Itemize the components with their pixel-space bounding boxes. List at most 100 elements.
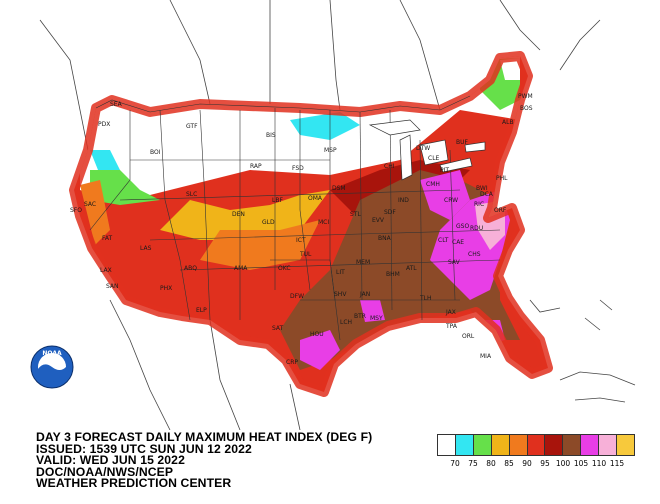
city-label-mci: MCI — [318, 219, 329, 226]
legend-swatches — [437, 434, 635, 456]
map-title-block: DAY 3 FORECAST DAILY MAXIMUM HEAT INDEX … — [36, 430, 416, 491]
city-label-bos: BOS — [520, 105, 533, 112]
city-label-sat: SAT — [272, 325, 284, 332]
city-label-orl: ORL — [462, 333, 475, 340]
title-line-5: WEATHER PREDICTION CENTER — [36, 476, 232, 491]
city-label-oma: OMA — [308, 195, 323, 202]
legend-swatch-5 — [527, 435, 546, 455]
city-label-tlh: TLH — [419, 295, 432, 302]
city-label-rap: RAP — [250, 163, 262, 170]
city-label-ama: AMA — [234, 265, 248, 272]
city-label-lbf: LBF — [272, 197, 283, 204]
legend-tick-100: 100 — [555, 459, 571, 468]
city-label-lit: LIT — [336, 269, 345, 276]
city-label-hou: HOU — [310, 331, 324, 338]
city-label-slc: SLC — [186, 191, 197, 198]
city-label-phl: PHL — [496, 175, 508, 182]
city-label-crw: CRW — [444, 197, 458, 204]
city-label-ind: IND — [398, 197, 409, 204]
city-label-las: LAS — [140, 245, 152, 252]
state-borders — [89, 95, 501, 341]
legend-ticks: 70 75 80 85 90 95 100 105 110 115 — [437, 459, 635, 471]
city-label-cae: CAE — [452, 239, 464, 246]
city-label-ric: RIC — [474, 201, 484, 208]
city-label-okc: OKC — [278, 265, 291, 272]
city-label-evv: EVV — [372, 217, 385, 224]
city-label-stl: STL — [350, 211, 361, 218]
title-line-1: DAY 3 FORECAST DAILY MAXIMUM HEAT INDEX … — [36, 430, 373, 444]
city-label-sdf: SDF — [384, 209, 396, 216]
city-label-crp: CRP — [286, 359, 298, 366]
legend-swatch-0 — [438, 435, 456, 455]
city-label-bis: BIS — [266, 132, 276, 139]
great-lakes — [368, 119, 486, 181]
title-line-4: DOC/NOAA/NWS/NCEP — [36, 464, 174, 479]
city-label-dfw: DFW — [290, 293, 304, 300]
legend-swatch-7 — [563, 435, 582, 455]
city-label-gtf: GTF — [186, 123, 198, 130]
city-label-cle: CLE — [428, 155, 440, 162]
legend-tick-95: 95 — [540, 459, 550, 468]
legend-swatch-2 — [473, 435, 492, 455]
city-label-san: SAN — [106, 283, 119, 290]
legend-swatch-9 — [599, 435, 618, 455]
city-label-gso: GSO — [456, 223, 469, 230]
legend-swatch-10 — [617, 435, 634, 455]
city-label-atl: ATL — [406, 265, 417, 272]
city-label-lch: LCH — [340, 319, 352, 326]
city-label-rdu: RDU — [470, 225, 483, 232]
title-line-2: ISSUED: 1539 UTC SUN JUN 12 2022 — [36, 441, 252, 456]
city-label-mia: MIA — [480, 353, 492, 360]
city-label-sav: SAV — [448, 259, 461, 266]
legend-tick-80: 80 — [486, 459, 496, 468]
legend-swatch-1 — [455, 435, 474, 455]
city-label-abq: ABQ — [184, 265, 197, 272]
city-label-clt: CLT — [438, 237, 449, 244]
city-label-jan: JAN — [359, 291, 370, 298]
city-label-gld: GLD — [262, 219, 275, 226]
city-label-tul: TUL — [299, 251, 312, 258]
legend-tick-75: 75 — [468, 459, 478, 468]
city-label-lax: LAX — [100, 267, 112, 274]
city-label-bna: BNA — [378, 235, 392, 242]
city-label-phx: PHX — [160, 285, 172, 292]
color-legend: 70 75 80 85 90 95 100 105 110 115 — [437, 434, 635, 468]
city-label-shv: SHV — [334, 291, 347, 298]
city-label-pwm: PWM — [518, 93, 533, 100]
noaa-logo-text: NOAA — [42, 350, 62, 357]
city-label-sfo: SFO — [70, 207, 82, 214]
noaa-logo: NOAA — [30, 345, 74, 389]
city-label-chi: CHI — [384, 163, 395, 170]
legend-tick-105: 105 — [573, 459, 589, 468]
title-line-3: VALID: WED JUN 15 2022 — [36, 453, 185, 468]
city-label-mem: MEM — [356, 259, 370, 266]
city-label-cmh: CMH — [426, 181, 440, 188]
city-label-tpa: TPA — [445, 323, 458, 330]
city-label-den: DEN — [232, 211, 245, 218]
city-label-bwi: BWI — [476, 185, 488, 192]
city-label-buf: BUF — [456, 139, 469, 146]
city-label-alb: ALB — [502, 119, 514, 126]
legend-tick-85: 85 — [504, 459, 514, 468]
city-label-dca: DCA — [480, 191, 494, 198]
city-label-msy: MSY — [370, 315, 383, 322]
city-label-chs: CHS — [468, 251, 481, 258]
legend-tick-115: 115 — [609, 459, 625, 468]
city-label-orf: ORF — [494, 207, 507, 214]
city-label-msp: MSP — [324, 147, 337, 154]
city-label-ict: ICT — [296, 237, 306, 244]
city-label-fsd: FSD — [292, 165, 304, 172]
city-label-elp: ELP — [196, 307, 207, 314]
city-label-pdx: PDX — [98, 121, 110, 128]
city-label-sea: SEA — [110, 101, 123, 108]
city-label-sac: SAC — [84, 201, 96, 208]
legend-swatch-6 — [545, 435, 564, 455]
legend-swatch-8 — [581, 435, 600, 455]
legend-swatch-4 — [509, 435, 528, 455]
city-label-boi: BOI — [150, 149, 161, 156]
canada-mexico-outline — [39, 0, 636, 430]
legend-swatch-3 — [491, 435, 510, 455]
legend-tick-70: 70 — [450, 459, 460, 468]
